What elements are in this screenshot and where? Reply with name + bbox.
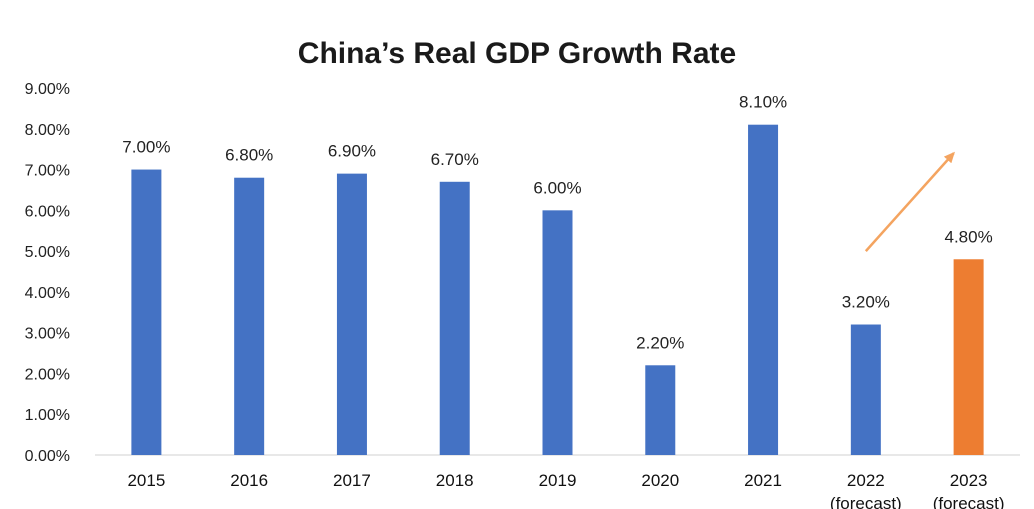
category-label: (forecast): [830, 494, 902, 509]
data-labels: 7.00% 6.80% 6.90% 6.70% 6.00% 2.20% 8.10% 3.20%…: [122, 93, 992, 353]
bar: [336, 173, 367, 455]
category-label: 2020: [641, 471, 679, 490]
bar: [953, 259, 984, 455]
data-label: 6.70%: [431, 150, 479, 169]
y-tick-label: 5.00%: [25, 244, 70, 261]
category-label: 2015: [127, 471, 165, 490]
category-label: 2023: [950, 471, 988, 490]
data-label: 4.80%: [945, 227, 993, 246]
y-tick-label: 4.00%: [25, 285, 70, 302]
bar: [850, 324, 881, 455]
category-label: 2019: [539, 471, 577, 490]
bar: [234, 177, 265, 455]
data-label: 6.90%: [328, 142, 376, 161]
data-label: 3.20%: [842, 293, 890, 312]
chart-title: China’s Real GDP Growth Rate: [298, 37, 736, 70]
y-tick-label: 1.00%: [25, 407, 70, 424]
y-tick-label: 3.00%: [25, 326, 70, 343]
bar-series: [131, 124, 984, 456]
x-axis: 2015 2016 2017 2018 2019 2020 2021 2022 (forecas…: [127, 471, 1004, 509]
category-label: (forecast): [933, 494, 1005, 509]
data-label: 6.80%: [225, 146, 273, 165]
y-axis: 0.00% 1.00% 2.00% 3.00% 4.00% 5.00% 6.00% 7.00%…: [25, 81, 70, 465]
bar: [542, 210, 573, 455]
bar: [439, 181, 470, 456]
data-label: 7.00%: [122, 138, 170, 157]
bar: [645, 365, 676, 455]
category-label: 2022: [847, 471, 885, 490]
annotations: [864, 151, 955, 252]
category-label: 2018: [436, 471, 474, 490]
category-label: 2017: [333, 471, 371, 490]
y-tick-label: 8.00%: [25, 122, 70, 139]
category-label: 2016: [230, 471, 268, 490]
data-label: 6.00%: [533, 178, 581, 197]
y-tick-label: 9.00%: [25, 81, 70, 98]
data-label: 8.10%: [739, 93, 787, 112]
bar: [131, 169, 162, 456]
y-tick-label: 7.00%: [25, 163, 70, 180]
trend-arrow: [864, 151, 955, 252]
bar: [748, 124, 779, 455]
data-label: 2.20%: [636, 333, 684, 352]
category-label: 2021: [744, 471, 782, 490]
y-tick-label: 2.00%: [25, 366, 70, 383]
y-tick-label: 0.00%: [25, 448, 70, 465]
y-tick-label: 6.00%: [25, 203, 70, 220]
